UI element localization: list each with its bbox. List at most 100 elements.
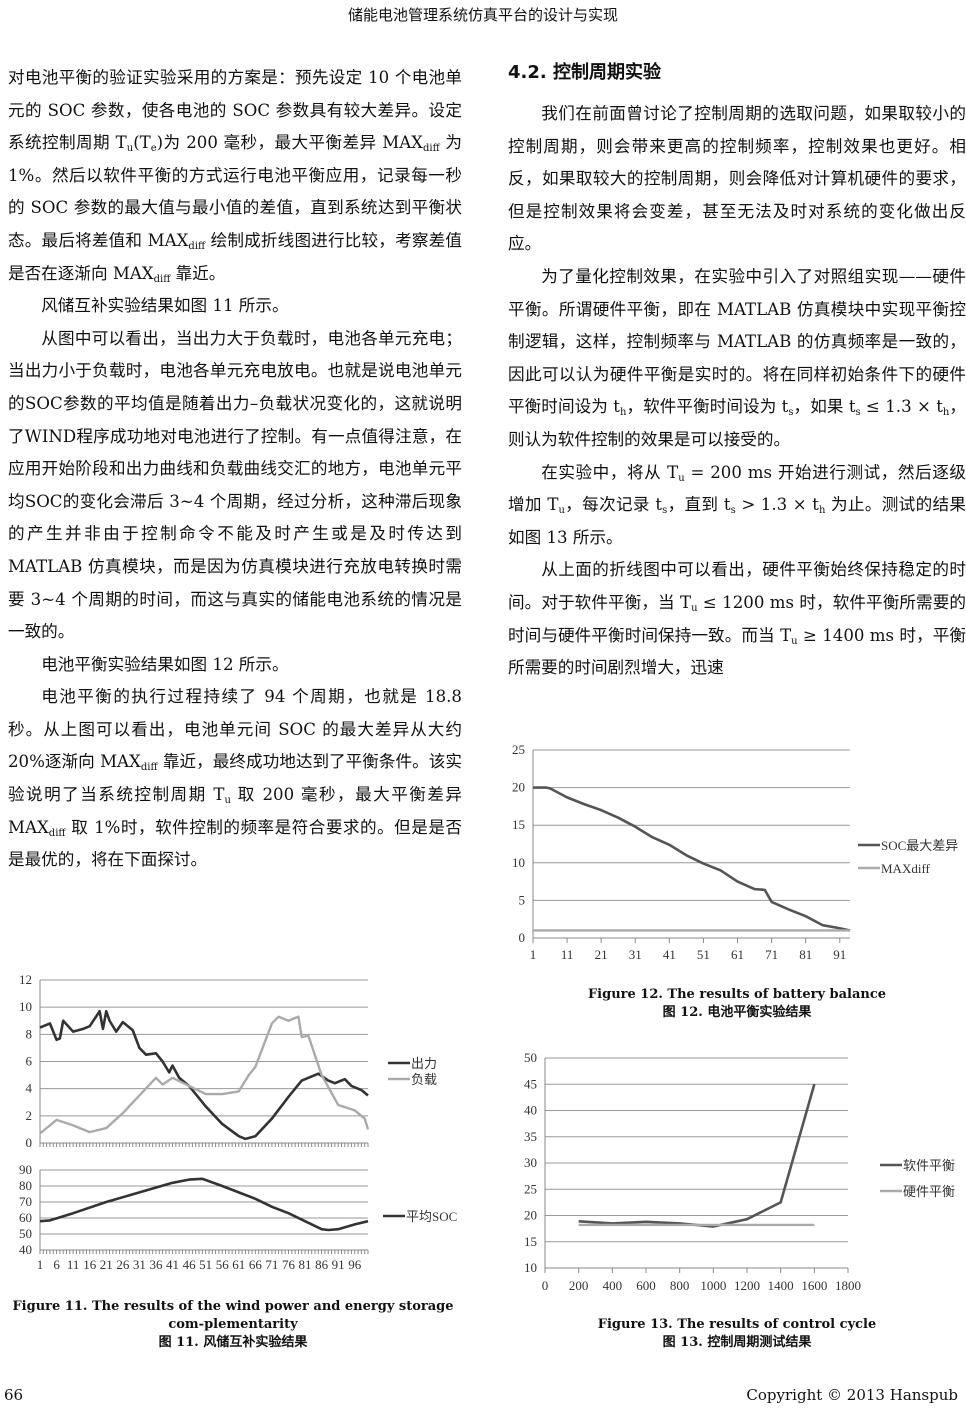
text-run: ，则认为软件控制的效果是可以接受的。 — [508, 397, 966, 449]
subscript: diff — [48, 827, 66, 839]
y-tick-label: 10 — [512, 855, 525, 870]
paragraph: 从上面的折线图中可以看出，硬件平衡始终保持稳定的时间。对于软件平衡，当 Tu ≤… — [508, 554, 966, 684]
y-tick-label: 5 — [519, 892, 526, 907]
text-run: 电池平衡的执行过程持续了 94 个周期，也就是 18.8 秒。从上图可以看出，电… — [8, 687, 462, 772]
x-tick-label: 11 — [67, 1257, 80, 1272]
series-line — [578, 1083, 816, 1228]
y-tick-label: 15 — [524, 1234, 537, 1249]
legend-label: 出力 — [411, 1056, 437, 1071]
x-tick-label: 0 — [542, 1278, 549, 1293]
paragraph: 电池平衡的执行过程持续了 94 个周期，也就是 18.8 秒。从上图可以看出，电… — [8, 681, 462, 877]
text-run: ≤ 1.3 × t — [860, 397, 943, 417]
caption-en: Figure 13. The results of control cycle — [597, 1317, 877, 1332]
y-tick-label: 50 — [524, 1050, 537, 1065]
paragraph: 电池平衡实验结果如图 12 所示。 — [8, 649, 462, 682]
running-header: 储能电池管理系统仿真平台的设计与实现 — [347, 6, 618, 24]
x-tick-label: 600 — [636, 1278, 656, 1293]
x-tick-label: 200 — [569, 1278, 589, 1293]
y-tick-label: 4 — [26, 1081, 33, 1096]
subscript: h — [942, 407, 950, 419]
y-tick-label: 70 — [19, 1194, 32, 1209]
text-run: (T — [133, 133, 151, 153]
subscript: diff — [140, 762, 158, 774]
caption-en: Figure 12. The results of battery balanc… — [587, 987, 887, 1002]
x-tick-label: 31 — [629, 947, 642, 962]
legend-label: SOC最大差异 — [881, 838, 958, 853]
text-run: ，如果 t — [793, 397, 856, 417]
series-line — [533, 786, 851, 932]
text-run: )为 200 毫秒，最大平衡差异 MAX — [156, 133, 423, 153]
text-run: 风储互补实验结果如图 11 所示。 — [41, 296, 289, 316]
caption-cn: 图 12. 电池平衡实验结果 — [662, 1005, 812, 1020]
text-run: > 1.3 × t — [735, 495, 819, 515]
text-run: ，直到 t — [667, 495, 731, 515]
text-run: = 200 ms 开始进行测试，然后逐级增加 T — [508, 462, 966, 515]
text-run: 取 200 毫秒，最大平衡差异 MAX — [8, 785, 463, 837]
x-tick-label: 71 — [765, 947, 778, 962]
legend-label: 软件平衡 — [903, 1158, 955, 1173]
y-tick-label: 30 — [524, 1155, 537, 1170]
y-tick-label: 20 — [512, 780, 525, 795]
x-tick-label: 91 — [332, 1257, 345, 1272]
x-tick-label: 11 — [561, 947, 574, 962]
text-run: 对电池平衡的验证实验采用的方案是：预先设定 10 个电池单元的 SOC 参数，使… — [8, 68, 462, 153]
x-tick-label: 36 — [149, 1257, 163, 1272]
x-tick-label: 1 — [530, 947, 537, 962]
figure-11-caption: Figure 11. The results of the wind power… — [0, 1298, 466, 1352]
subscript: diff — [188, 240, 206, 252]
legend-label: 硬件平衡 — [903, 1184, 955, 1199]
text-run: 我们在前面曾讨论了控制周期的选取问题，如果取较小的控制周期，则会带来更高的控制频… — [508, 104, 966, 254]
y-tick-label: 15 — [512, 817, 525, 832]
series-line — [39, 1009, 369, 1141]
y-tick-label: 0 — [26, 1135, 33, 1150]
legend-label: MAXdiff — [881, 861, 931, 876]
subscript: diff — [153, 273, 171, 285]
y-tick-label: 35 — [524, 1129, 537, 1144]
x-tick-label: 1000 — [700, 1278, 726, 1293]
legend-label: 负载 — [411, 1072, 437, 1087]
x-tick-label: 96 — [348, 1257, 362, 1272]
x-tick-label: 16 — [83, 1257, 97, 1272]
text-run: ≤ 1200 ms 时，软件平衡所需要的时间与硬件平衡时间保持一致。而当 T — [508, 592, 966, 645]
copyright: Copyright © 2013 Hanspub — [746, 1386, 958, 1404]
text-run: 在实验中，将从 T — [541, 462, 679, 482]
y-tick-label: 90 — [19, 1162, 32, 1177]
x-tick-label: 1 — [37, 1257, 44, 1272]
x-tick-label: 56 — [216, 1257, 230, 1272]
text-run: 电池平衡实验结果如图 12 所示。 — [41, 654, 289, 674]
y-tick-label: 2 — [26, 1108, 33, 1123]
x-tick-label: 31 — [133, 1257, 146, 1272]
paragraph: 风储互补实验结果如图 11 所示。 — [8, 290, 462, 323]
x-tick-label: 1400 — [768, 1278, 794, 1293]
y-tick-label: 50 — [19, 1226, 32, 1241]
x-tick-label: 71 — [265, 1257, 278, 1272]
x-tick-label: 1800 — [835, 1278, 861, 1293]
x-tick-label: 61 — [731, 947, 744, 962]
y-tick-label: 80 — [19, 1178, 32, 1193]
text-run: ，每次记录 t — [564, 495, 663, 515]
x-tick-label: 21 — [100, 1257, 113, 1272]
subscript: u — [691, 602, 698, 614]
x-tick-label: 86 — [315, 1257, 329, 1272]
y-tick-label: 0 — [519, 930, 526, 945]
text-run: ≥ 1400 ms 时，平衡所需要的时间剧烈增大，迅速 — [508, 625, 966, 678]
text-run: 靠近，最终成功地达到了平衡条件。该实验说明了当系统控制周期 T — [8, 752, 462, 805]
paragraph: 从图中可以看出，当出力大于负载时，电池各单元充电；当出力小于负载时，电池各单元充… — [8, 323, 462, 649]
subscript: u — [791, 635, 798, 647]
x-tick-label: 81 — [299, 1257, 312, 1272]
y-tick-label: 25 — [512, 742, 525, 757]
x-tick-label: 41 — [166, 1257, 179, 1272]
y-tick-label: 10 — [524, 1260, 537, 1275]
x-tick-label: 6 — [53, 1257, 60, 1272]
page-number: 66 — [4, 1386, 24, 1404]
left-column: 对电池平衡的验证实验采用的方案是：预先设定 10 个电池单元的 SOC 参数，使… — [8, 62, 462, 877]
caption-cn: 图 11. 风储互补实验结果 — [158, 1335, 308, 1350]
y-tick-label: 8 — [26, 1026, 33, 1041]
text-run: 从上面的折线图中可以看出，硬件平衡始终保持稳定的时间。对于软件平衡，当 T — [508, 560, 966, 612]
x-tick-label: 1200 — [734, 1278, 760, 1293]
subscript: u — [126, 143, 134, 155]
y-tick-label: 6 — [26, 1054, 33, 1069]
subscript: h — [619, 407, 627, 419]
